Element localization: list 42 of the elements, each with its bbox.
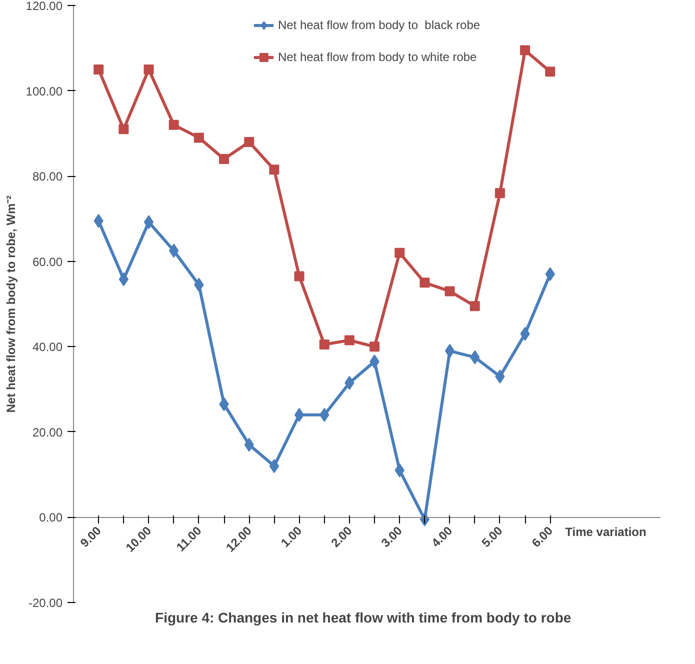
point bbox=[545, 66, 556, 77]
point bbox=[269, 164, 280, 175]
x-tick-label: 9.00 bbox=[77, 523, 104, 550]
point bbox=[319, 340, 330, 350]
point bbox=[294, 271, 304, 282]
point bbox=[444, 286, 455, 296]
x-tick-label: 3.00 bbox=[378, 523, 406, 550]
legend-label: Net heat flow from body to white robe bbox=[278, 50, 477, 64]
y-tick-label: 0.00 bbox=[39, 510, 63, 525]
y-tick-label: 60.00 bbox=[32, 254, 63, 269]
point bbox=[269, 459, 280, 474]
point bbox=[144, 215, 154, 230]
x-tick-label: 5.00 bbox=[478, 523, 506, 550]
legend-label: Net heat flow from body to black robe bbox=[278, 18, 480, 32]
x-axis-title: Time variation bbox=[565, 525, 646, 540]
point bbox=[370, 342, 380, 352]
x-tick-label: 6.00 bbox=[529, 523, 556, 550]
text: Figure 4: Changes in net heat flow with time from body to robe bbox=[155, 610, 572, 626]
point bbox=[344, 335, 354, 346]
point bbox=[118, 272, 129, 286]
point bbox=[94, 64, 104, 74]
y-tick-label: 20.00 bbox=[32, 425, 63, 440]
point bbox=[144, 64, 154, 74]
point bbox=[520, 45, 530, 56]
y-tick-label: 40.00 bbox=[32, 340, 63, 354]
point bbox=[194, 132, 204, 143]
point bbox=[420, 278, 430, 288]
point bbox=[294, 408, 304, 422]
y-tick-label: -20.00 bbox=[28, 596, 63, 610]
y-tick-label: 80.00 bbox=[32, 170, 63, 184]
point bbox=[118, 124, 129, 134]
y-axis-title: Net heat flow from body to robe, Wm⁻² bbox=[4, 195, 18, 413]
point bbox=[244, 136, 254, 147]
point bbox=[168, 120, 179, 130]
y-tick-label: 100.00 bbox=[26, 84, 63, 98]
point bbox=[470, 301, 480, 312]
y-tick-label: 120.00 bbox=[26, 0, 63, 13]
x-tick-label: 4.00 bbox=[428, 523, 456, 550]
point bbox=[219, 154, 230, 164]
point bbox=[394, 248, 405, 258]
point bbox=[444, 344, 455, 358]
point bbox=[494, 188, 505, 198]
